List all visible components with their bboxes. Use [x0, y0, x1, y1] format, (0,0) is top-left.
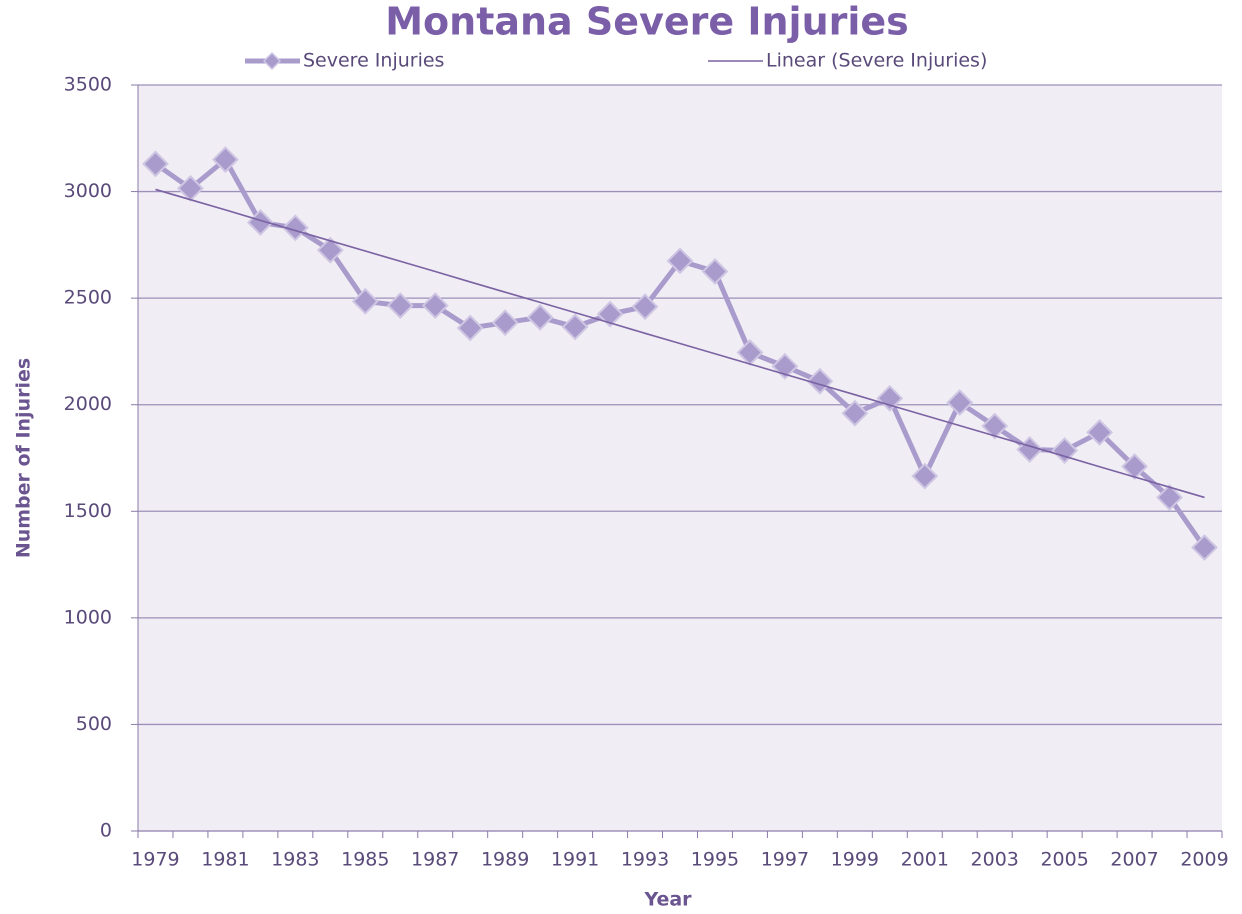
- y-axis-title: Number of Injuries: [13, 358, 35, 558]
- x-tick-label: 1983: [271, 849, 319, 871]
- x-tick-label: 2003: [971, 849, 1019, 871]
- y-tick-label: 2500: [64, 287, 112, 309]
- x-tick-label: 1979: [131, 849, 179, 871]
- data-point: [946, 389, 974, 416]
- data-point: [421, 292, 449, 320]
- plot-area: [138, 85, 1222, 831]
- x-tick-label: 1997: [761, 849, 809, 871]
- legend-marker: [262, 51, 282, 71]
- data-point: [142, 150, 169, 178]
- trend-line: [155, 188, 1205, 499]
- x-tick-label: 1999: [831, 849, 879, 871]
- y-tick-label: 1000: [64, 606, 112, 628]
- data-point: [316, 236, 344, 264]
- y-tick-label: 1500: [64, 500, 112, 522]
- x-tick-label: 2009: [1180, 849, 1228, 871]
- data-point: [981, 412, 1009, 440]
- data-point: [1121, 453, 1148, 480]
- data-point: [806, 367, 834, 395]
- data-point: [1191, 534, 1218, 561]
- data-point: [911, 462, 939, 490]
- data-point: [1156, 484, 1183, 511]
- x-tick-label: 1989: [481, 849, 529, 871]
- data-point: [876, 384, 904, 412]
- data-point: [631, 293, 659, 321]
- data-point: [1051, 437, 1079, 464]
- y-tick-label: 500: [76, 713, 112, 735]
- data-point: [666, 247, 694, 275]
- data-point: [1086, 419, 1114, 446]
- data-point: [281, 214, 309, 242]
- data-point: [351, 287, 379, 315]
- data-point: [386, 292, 414, 320]
- x-tick-label: 1985: [341, 849, 389, 871]
- x-tick-label: 1981: [201, 849, 249, 871]
- y-tick-label: 2000: [64, 393, 112, 415]
- legend-label: Linear (Severe Injuries): [766, 50, 987, 72]
- data-point: [491, 309, 519, 337]
- data-point: [701, 258, 729, 285]
- chart-title: Montana Severe Injuries: [385, 0, 909, 44]
- y-tick-label: 3000: [64, 180, 112, 202]
- data-point: [456, 314, 484, 342]
- y-tick-label: 0: [100, 820, 112, 842]
- data-point: [771, 352, 799, 380]
- x-tick-label: 1993: [621, 849, 669, 871]
- y-tick-label: 3500: [64, 74, 112, 96]
- data-point: [841, 399, 869, 427]
- x-tick-label: 1991: [551, 849, 599, 871]
- data-point: [596, 300, 624, 328]
- x-tick-label: 1995: [691, 849, 739, 871]
- legend-label: Severe Injuries: [303, 50, 444, 72]
- x-tick-label: 2005: [1040, 849, 1088, 871]
- x-axis-title: Year: [643, 889, 692, 911]
- data-point: [526, 303, 554, 331]
- x-tick-label: 2007: [1110, 849, 1158, 871]
- x-tick-label: 2001: [901, 849, 949, 871]
- data-point: [1016, 436, 1044, 463]
- x-tick-label: 1987: [411, 849, 459, 871]
- data-point: [212, 146, 239, 174]
- data-point: [561, 313, 589, 341]
